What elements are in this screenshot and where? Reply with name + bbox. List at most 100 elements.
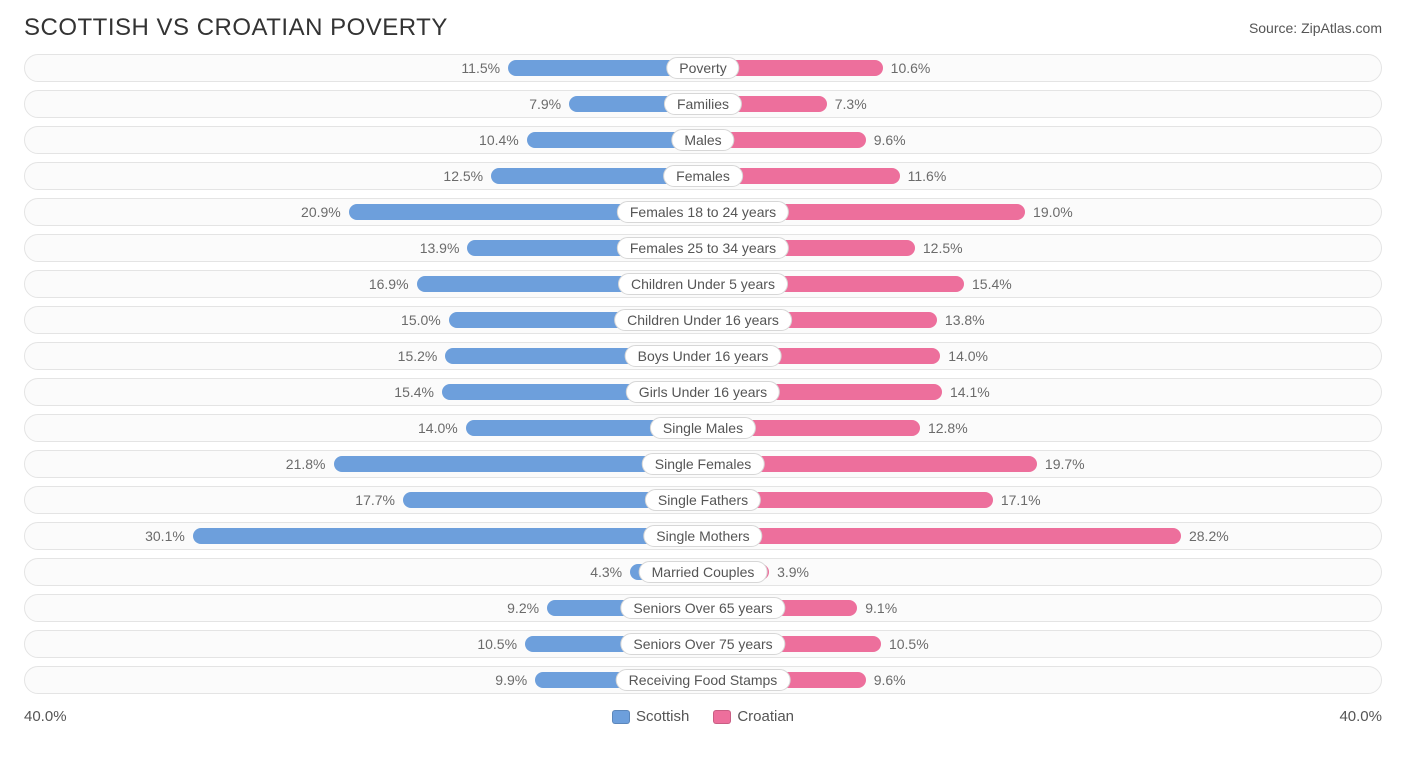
category-label: Females 18 to 24 years <box>617 201 789 223</box>
value-label-right: 14.0% <box>948 348 988 364</box>
chart-row: 9.9%9.6%Receiving Food Stamps <box>24 666 1382 694</box>
source-name: ZipAtlas.com <box>1301 20 1382 36</box>
bar-right <box>703 528 1181 544</box>
category-label: Married Couples <box>639 561 768 583</box>
row-left-half: 21.8% <box>25 451 703 477</box>
chart-row: 21.8% 19.7% Single Females <box>24 450 1382 478</box>
category-label: Single Females <box>642 453 765 475</box>
value-label-right: 19.7% <box>1045 456 1085 472</box>
category-label: Children Under 16 years <box>614 309 792 331</box>
value-label-left: 17.7% <box>355 492 395 508</box>
row-right-half: 15.4% <box>703 271 1381 297</box>
chart-row: 30.1% 28.2% Single Mothers <box>24 522 1382 550</box>
value-label-right: 14.1% <box>950 384 990 400</box>
chart-header: SCOTTISH VS CROATIAN POVERTY Source: Zip… <box>0 0 1406 46</box>
row-right-half: 19.7% <box>703 451 1381 477</box>
row-right-half: 13.8% <box>703 307 1381 333</box>
source-prefix: Source: <box>1249 20 1301 36</box>
category-label: Boys Under 16 years <box>625 345 782 367</box>
category-label: Single Fathers <box>645 489 761 511</box>
value-label-left: 10.4% <box>479 132 519 148</box>
legend-label-right: Croatian <box>737 708 794 725</box>
value-label-left: 15.0% <box>401 312 441 328</box>
row-left-half: 10.4% <box>25 127 703 153</box>
value-label-right: 9.6% <box>874 672 906 688</box>
legend-label-left: Scottish <box>636 708 689 725</box>
value-label-left: 11.5% <box>461 60 500 76</box>
row-right-half: 9.6% <box>703 127 1381 153</box>
value-label-right: 3.9% <box>777 564 809 580</box>
category-label: Females <box>663 165 743 187</box>
value-label-right: 9.6% <box>874 132 906 148</box>
value-label-right: 13.8% <box>945 312 985 328</box>
value-label-left: 4.3% <box>590 564 622 580</box>
value-label-left: 30.1% <box>145 528 185 544</box>
row-right-half: 17.1% <box>703 487 1381 513</box>
row-left-half: 4.3% <box>25 559 703 585</box>
category-label: Females 25 to 34 years <box>617 237 789 259</box>
chart-row: 10.5%10.5%Seniors Over 75 years <box>24 630 1382 658</box>
category-label: Seniors Over 65 years <box>620 597 785 619</box>
value-label-left: 20.9% <box>301 204 341 220</box>
row-right-half: 10.6% <box>703 55 1381 81</box>
value-label-right: 28.2% <box>1189 528 1229 544</box>
chart-area: 11.5%10.6%Poverty7.9%7.3%Families10.4%9.… <box>0 46 1406 706</box>
chart-row: 20.9% 19.0%Females 18 to 24 years <box>24 198 1382 226</box>
row-left-half: 7.9% <box>25 91 703 117</box>
value-label-left: 16.9% <box>369 276 409 292</box>
row-left-half: 9.9% <box>25 667 703 693</box>
value-label-right: 10.5% <box>889 636 929 652</box>
value-label-right: 12.5% <box>923 240 963 256</box>
value-label-left: 9.9% <box>495 672 527 688</box>
axis-right-max: 40.0% <box>1339 708 1382 725</box>
chart-row: 7.9%7.3%Families <box>24 90 1382 118</box>
value-label-right: 10.6% <box>891 60 931 76</box>
chart-row: 10.4%9.6%Males <box>24 126 1382 154</box>
row-right-half: 12.8% <box>703 415 1381 441</box>
chart-row: 15.0% 13.8% Children Under 16 years <box>24 306 1382 334</box>
row-left-half: 11.5% <box>25 55 703 81</box>
value-label-right: 9.1% <box>865 600 897 616</box>
chart-row: 16.9%15.4%Children Under 5 years <box>24 270 1382 298</box>
row-right-half: 9.6% <box>703 667 1381 693</box>
chart-row: 13.9% 12.5% Females 25 to 34 years <box>24 234 1382 262</box>
value-label-left: 15.2% <box>398 348 438 364</box>
category-label: Single Males <box>650 417 756 439</box>
chart-row: 4.3% 3.9% Married Couples <box>24 558 1382 586</box>
chart-row: 12.5% 11.6% Females <box>24 162 1382 190</box>
legend: Scottish Croatian <box>612 708 794 725</box>
chart-row: 17.7% 17.1% Single Fathers <box>24 486 1382 514</box>
row-right-half: 9.1% <box>703 595 1381 621</box>
row-right-half: 14.1% <box>703 379 1381 405</box>
row-left-half: 17.7% <box>25 487 703 513</box>
value-label-right: 15.4% <box>972 276 1012 292</box>
value-label-right: 12.8% <box>928 420 968 436</box>
row-left-half: 9.2% <box>25 595 703 621</box>
value-label-left: 13.9% <box>420 240 460 256</box>
row-left-half: 30.1% <box>25 523 703 549</box>
category-label: Single Mothers <box>643 525 762 547</box>
chart-row: 11.5% 10.6% Poverty <box>24 54 1382 82</box>
legend-swatch-left <box>612 710 630 724</box>
value-label-left: 21.8% <box>286 456 326 472</box>
row-right-half: 10.5% <box>703 631 1381 657</box>
value-label-left: 7.9% <box>529 96 561 112</box>
row-left-half: 14.0% <box>25 415 703 441</box>
value-label-right: 17.1% <box>1001 492 1041 508</box>
row-left-half: 20.9% <box>25 199 703 225</box>
category-label: Poverty <box>666 57 739 79</box>
row-left-half: 13.9% <box>25 235 703 261</box>
value-label-left: 12.5% <box>443 168 483 184</box>
chart-title: SCOTTISH VS CROATIAN POVERTY <box>24 14 448 42</box>
chart-row: 9.2% 9.1% Seniors Over 65 years <box>24 594 1382 622</box>
value-label-right: 7.3% <box>835 96 867 112</box>
row-right-half: 3.9% <box>703 559 1381 585</box>
legend-item-right: Croatian <box>713 708 794 725</box>
category-label: Girls Under 16 years <box>626 381 780 403</box>
value-label-right: 11.6% <box>908 168 947 184</box>
row-left-half: 15.0% <box>25 307 703 333</box>
row-right-half: 19.0% <box>703 199 1381 225</box>
row-right-half: 28.2% <box>703 523 1381 549</box>
value-label-left: 14.0% <box>418 420 458 436</box>
legend-item-left: Scottish <box>612 708 689 725</box>
